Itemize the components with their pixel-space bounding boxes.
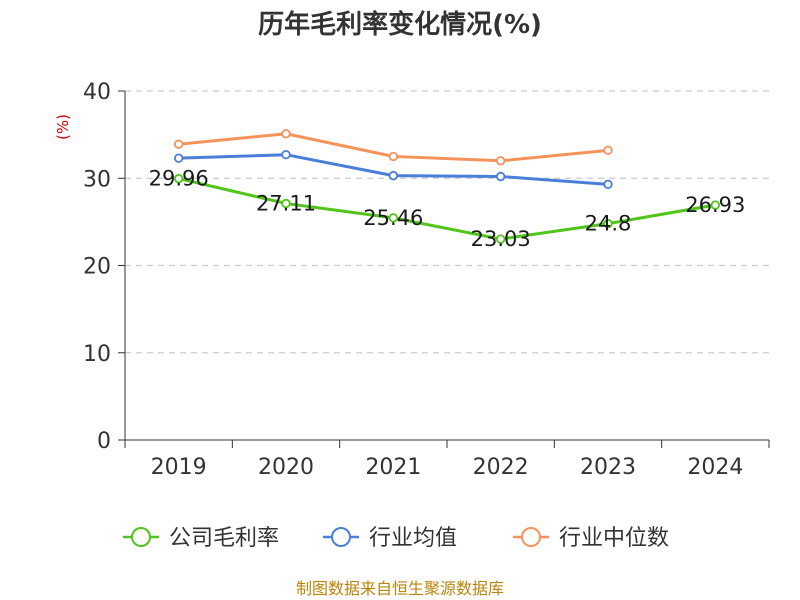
y-tick-label: 20 (83, 255, 111, 280)
y-tick-label: 40 (83, 80, 111, 105)
chart-title: 历年毛利率变化情况(%) (258, 9, 542, 40)
y-tick-label: 30 (83, 167, 111, 192)
x-tick-label: 2024 (687, 455, 743, 480)
data-point (281, 129, 291, 139)
data-point (495, 156, 506, 166)
data-label: 25.46 (363, 206, 423, 230)
series-layer (173, 129, 721, 244)
x-tick-label: 2021 (365, 455, 421, 480)
legend-label: 公司毛利率 (169, 526, 279, 551)
data-point (603, 179, 613, 190)
data-point (603, 145, 613, 156)
data-point (388, 170, 399, 181)
data-point (173, 139, 184, 149)
data-point (388, 213, 399, 223)
legend-label: 行业均值 (369, 526, 457, 551)
data-labels: 29.96 27.11 25.46 23.03 24.8 26.93 (149, 167, 746, 251)
data-point (388, 151, 399, 162)
data-label: 27.11 (256, 191, 316, 215)
data-point (281, 149, 291, 160)
series-line (178, 177, 716, 241)
legend: 公司毛利率 行业均值 行业中位数 (123, 526, 669, 551)
data-point (603, 218, 613, 229)
axes: 0 10 20 30 40 2019 2020 2021 2022 2023 2024 (83, 80, 770, 480)
x-tick-label: 2019 (151, 455, 207, 480)
grid-lines (125, 90, 769, 354)
data-point (495, 234, 506, 244)
legend-swatch-marker (131, 527, 151, 547)
data-label: 26.93 (685, 193, 745, 217)
data-point (281, 198, 291, 209)
y-tick-label: 10 (83, 342, 111, 367)
data-point (710, 200, 721, 210)
legend-swatch-marker (331, 527, 351, 547)
x-tick-label: 2022 (473, 455, 529, 480)
source-note: 制图数据来自恒生聚源数据库 (296, 579, 504, 598)
data-label: 29.96 (149, 167, 209, 191)
y-axis-label: (%) (54, 114, 72, 140)
data-label: 23.03 (471, 227, 531, 251)
legend-swatch-marker (521, 527, 541, 547)
data-point (495, 171, 506, 182)
y-tick-label: 0 (97, 429, 111, 454)
x-tick-label: 2023 (580, 455, 636, 480)
data-label: 24.8 (585, 212, 632, 236)
data-point (173, 153, 184, 163)
legend-label: 行业中位数 (559, 526, 669, 551)
data-point (173, 173, 184, 184)
x-tick-label: 2020 (258, 455, 314, 480)
